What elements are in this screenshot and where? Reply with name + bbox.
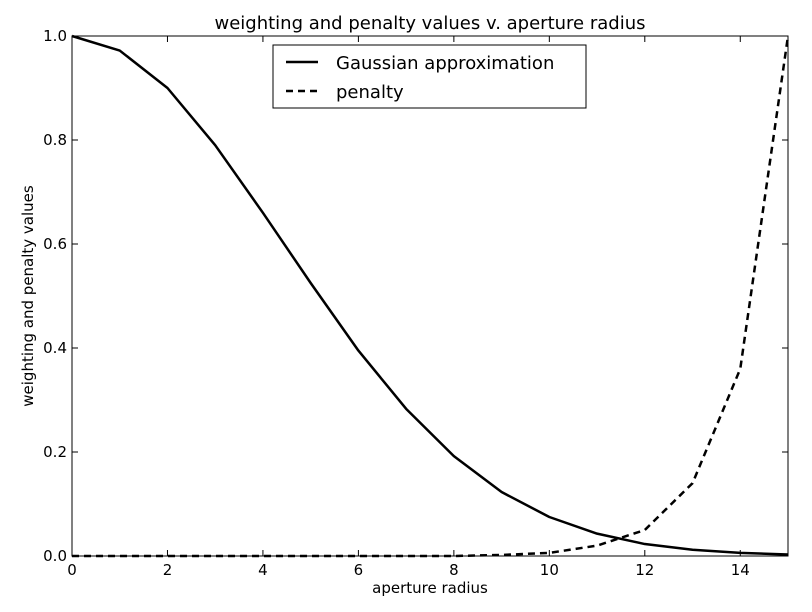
y-tick-label: 1.0 <box>43 27 67 45</box>
y-tick-label: 0.0 <box>43 547 67 565</box>
y-tick-label: 0.2 <box>43 443 67 461</box>
plot-lines <box>71 34 790 558</box>
x-tick-label: 6 <box>354 561 364 579</box>
y-ticks: 0.0 0.2 0.4 0.6 0.8 1.0 <box>43 27 788 565</box>
y-tick-label: 0.6 <box>43 235 67 253</box>
x-tick-label: 4 <box>258 561 268 579</box>
x-tick-label: 8 <box>449 561 459 579</box>
x-ticks: 0 2 4 6 8 10 12 14 <box>67 36 750 579</box>
legend-label-gaussian: Gaussian approximation <box>336 53 554 74</box>
legend: Gaussian approximation penalty <box>272 44 587 109</box>
legend-box <box>272 44 587 109</box>
series-line-gaussian-approximation <box>71 34 789 556</box>
plot-frame <box>71 35 789 557</box>
legend-label-penalty: penalty <box>336 82 404 103</box>
x-axis-label: aperture radius <box>372 579 488 597</box>
x-tick-label: 14 <box>731 561 750 579</box>
y-tick-label: 0.4 <box>43 339 67 357</box>
series-line-penalty <box>72 35 790 558</box>
x-tick-label: 12 <box>635 561 654 579</box>
x-tick-label: 10 <box>540 561 559 579</box>
x-tick-label: 2 <box>163 561 173 579</box>
y-axis-label: weighting and penalty values <box>19 185 37 407</box>
y-tick-label: 0.8 <box>43 131 67 149</box>
x-tick-label: 0 <box>67 561 77 579</box>
chart-title: weighting and penalty values v. aperture… <box>214 13 645 34</box>
